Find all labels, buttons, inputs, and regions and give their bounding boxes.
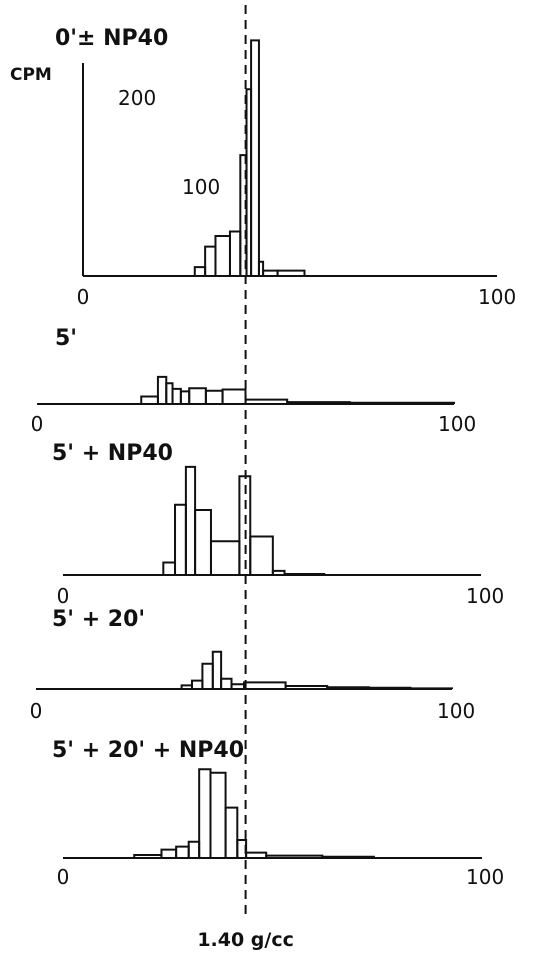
histogram-bar <box>175 845 190 858</box>
histogram-bar <box>211 650 223 689</box>
histogram-bar <box>250 39 260 276</box>
reference-density-label: 1.40 g/cc <box>197 929 294 951</box>
x-tick-label: 0 <box>57 865 70 889</box>
histogram-bar <box>179 390 191 404</box>
histogram-bar <box>221 388 247 404</box>
histogram-bar <box>193 266 207 276</box>
histogram-bar <box>140 395 159 404</box>
y-axis-label: CPM <box>10 65 52 85</box>
x-tick-label: 0 <box>57 584 70 608</box>
x-tick-label: 100 <box>466 865 504 889</box>
histogram-bar <box>220 677 233 689</box>
histogram-bar <box>321 855 375 858</box>
histogram-bar <box>171 387 182 404</box>
histogram-bar <box>214 234 231 276</box>
histogram-bar <box>209 540 241 575</box>
histogram-panel: 5' 0 100 <box>31 326 477 436</box>
histogram-bar <box>160 848 178 858</box>
histogram-bar <box>194 509 212 575</box>
histogram-bar <box>276 269 306 276</box>
panel-title: 5' + 20' <box>52 607 145 632</box>
histogram-bar <box>204 389 224 404</box>
histogram-bar <box>184 465 197 575</box>
reference-layer: 1.40 g/cc <box>197 5 294 951</box>
histogram-bar <box>348 401 455 404</box>
histogram-bar <box>228 230 242 276</box>
histogram-bar <box>187 840 201 858</box>
panel-title: 0'± NP40 <box>55 26 168 51</box>
histogram-bar <box>204 245 217 276</box>
histogram-bar <box>409 687 453 690</box>
x-tick-label: 100 <box>438 412 476 436</box>
histogram-bar <box>198 768 212 858</box>
histogram-bar <box>201 662 214 689</box>
histogram-bar <box>174 503 187 575</box>
histogram-bar <box>271 569 286 575</box>
panel-title: 5' <box>55 326 77 351</box>
histogram-bar <box>249 535 274 575</box>
histogram-bar <box>257 260 265 276</box>
panel-title: 5' + NP40 <box>52 441 173 466</box>
histogram-bar <box>283 572 326 575</box>
panel-title: 5' + 20' + NP40 <box>52 738 244 763</box>
y-tick-label: 200 <box>118 86 156 110</box>
histogram-bar <box>162 561 177 575</box>
x-tick-label: 0 <box>77 285 90 309</box>
histogram-bar <box>188 387 207 404</box>
histogram-bar <box>224 806 239 858</box>
x-tick-label: 0 <box>31 412 44 436</box>
x-tick-label: 100 <box>437 699 475 723</box>
histogram-panel: 5' + 20' 0 100 <box>30 607 476 723</box>
x-tick-label: 100 <box>478 285 516 309</box>
x-tick-label: 100 <box>466 584 504 608</box>
histogram-panel: 5' + 20' + NP40 0 100 <box>52 738 504 889</box>
histogram-bar <box>156 375 168 404</box>
histogram-bar <box>209 771 227 858</box>
y-tick-label: 100 <box>182 175 220 199</box>
histogram-panel: 5' + NP40 0 100 <box>52 441 504 608</box>
x-tick-label: 0 <box>30 699 43 723</box>
histogram-bar <box>191 679 204 689</box>
